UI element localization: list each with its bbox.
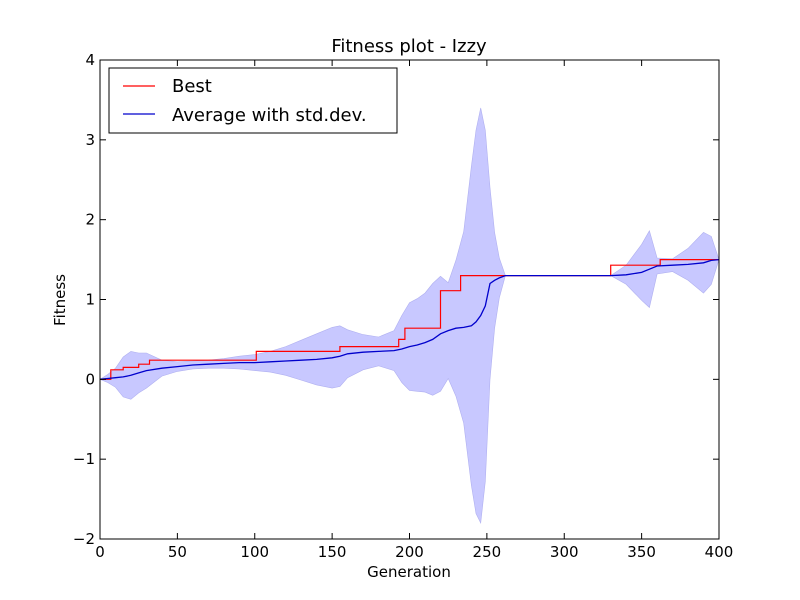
y-tick-label: 0 (85, 370, 95, 388)
x-tick-label: 100 (240, 543, 269, 561)
y-tick-label: −2 (73, 530, 95, 548)
y-tick-label: −1 (73, 450, 95, 468)
legend-box (108, 67, 398, 134)
x-axis-label: Generation (367, 563, 451, 581)
y-tick-label: 3 (85, 131, 95, 149)
legend-label-best: Best (172, 76, 212, 97)
std-dev-band (100, 107, 719, 525)
x-tick-label: 250 (473, 543, 502, 561)
plot-layer (100, 107, 719, 525)
plot-area (100, 107, 719, 525)
x-tick-label: 400 (705, 543, 734, 561)
y-axis-label: Fitness (51, 274, 69, 326)
y-tick-label: 4 (85, 51, 95, 69)
chart-title: Fitness plot - Izzy (331, 36, 487, 57)
y-tick-label: 2 (85, 211, 95, 229)
axes-layer: 0 50 100 150 200 250 300 350 400 −2 −1 0 1 2 3 4 (73, 51, 733, 561)
x-tick-label: 200 (395, 543, 424, 561)
legend-label-average: Average with std.dev. (172, 105, 367, 126)
x-tick-label: 300 (550, 543, 579, 561)
x-tick-label: 50 (168, 543, 187, 561)
series-line-average (100, 258, 719, 380)
x-tick-label: 150 (318, 543, 347, 561)
legend: Best Average with std.dev. (108, 67, 398, 134)
x-tick-label: 0 (95, 543, 105, 561)
x-tick-label: 350 (627, 543, 656, 561)
y-tick-label: 1 (85, 291, 95, 309)
